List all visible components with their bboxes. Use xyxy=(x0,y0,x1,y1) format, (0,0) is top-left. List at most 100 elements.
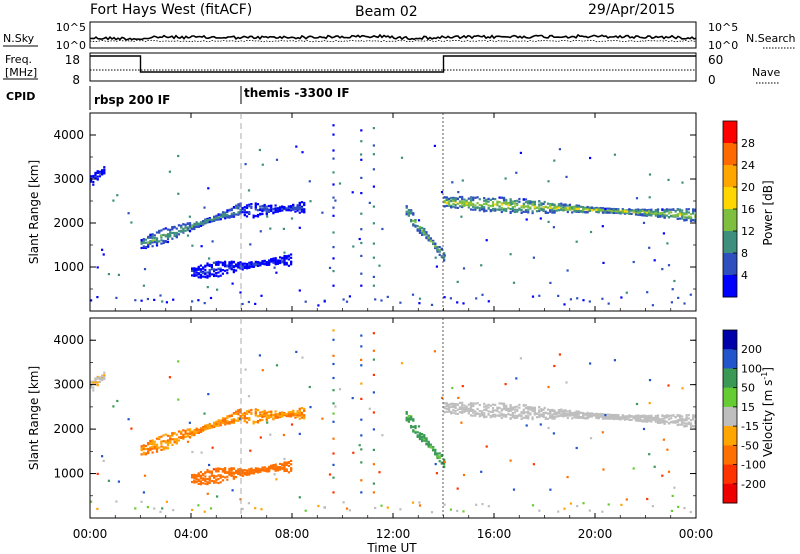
echo-cell xyxy=(418,435,421,439)
echo-cell xyxy=(219,261,222,264)
echo-cell xyxy=(577,209,580,212)
echo-cell xyxy=(171,432,174,435)
echo-cell xyxy=(281,256,284,259)
echo-cell xyxy=(160,234,163,237)
cpid-label: CPID xyxy=(6,90,35,103)
echo-cell xyxy=(461,385,464,388)
echo-cell xyxy=(535,412,539,415)
echo-cell xyxy=(659,418,662,421)
echo-cell xyxy=(226,478,229,481)
echo-cell xyxy=(552,432,555,435)
echo-cell xyxy=(259,418,262,421)
echo-cell xyxy=(235,476,238,479)
echo-cell xyxy=(522,404,525,407)
echo-cell xyxy=(650,416,653,419)
echo-cell xyxy=(518,197,521,201)
echo-cell xyxy=(298,432,301,435)
echo-cell xyxy=(687,208,690,211)
echo-cell xyxy=(500,412,503,415)
echo-cell xyxy=(285,461,288,464)
echo-cell xyxy=(502,414,506,417)
echo-cell xyxy=(498,402,501,405)
echo-cell xyxy=(405,206,408,209)
echo-cell xyxy=(510,408,513,411)
echo-cell xyxy=(674,420,677,423)
echo-cell xyxy=(615,208,618,211)
echo-cell xyxy=(414,427,417,430)
echo-cell xyxy=(261,207,264,210)
echo-cell xyxy=(511,207,514,210)
echo-cell xyxy=(562,203,565,206)
echo-cell xyxy=(681,423,684,426)
echo-cell xyxy=(256,203,260,206)
echo-cell xyxy=(147,245,150,248)
echo-cell xyxy=(685,422,688,425)
echo-cell xyxy=(489,198,492,201)
echo-cell xyxy=(186,429,189,432)
echo-cell xyxy=(651,505,654,508)
x-tick-label: 04:00 xyxy=(174,527,209,541)
echo-cell xyxy=(436,246,439,249)
echo-cell xyxy=(206,425,209,428)
echo-cell xyxy=(652,416,655,419)
echo-cell xyxy=(173,432,176,435)
echo-cell xyxy=(231,282,234,285)
echo-cell xyxy=(478,204,481,207)
echo-cell xyxy=(248,211,251,214)
echo-cell xyxy=(180,435,183,439)
echo-cell xyxy=(230,418,233,421)
echo-cell xyxy=(94,171,97,174)
echo-cell xyxy=(507,204,510,207)
echo-cell xyxy=(203,206,206,209)
echo-cell xyxy=(149,447,152,450)
echo-cell xyxy=(257,264,260,267)
echo-cell xyxy=(252,469,255,472)
echo-cell xyxy=(232,421,236,424)
echo-cell xyxy=(151,237,154,240)
echo-cell xyxy=(274,463,277,466)
echo-cell xyxy=(434,463,437,466)
echo-cell xyxy=(259,208,262,212)
echo-cell xyxy=(540,414,543,418)
echo-cell xyxy=(516,414,519,417)
echo-cell xyxy=(689,510,692,514)
echo-cell xyxy=(188,215,191,218)
echo-cell xyxy=(153,241,156,244)
y-tick-label: 1000 xyxy=(53,260,84,274)
echo-cell xyxy=(265,263,268,266)
echo-cell xyxy=(524,208,528,212)
echo-cell xyxy=(283,461,286,464)
echo-cell xyxy=(672,208,675,211)
echo-cell xyxy=(610,210,613,213)
echo-cell xyxy=(608,417,611,420)
echo-cell xyxy=(285,463,288,466)
echo-cell xyxy=(642,221,646,224)
echo-cell xyxy=(421,233,424,236)
echo-cell xyxy=(694,218,697,221)
echo-cell xyxy=(162,434,165,437)
echo-cell xyxy=(261,204,264,208)
echo-cell xyxy=(491,407,495,410)
echo-cell xyxy=(265,210,268,213)
echo-cell xyxy=(206,220,209,223)
echo-cell xyxy=(601,211,605,214)
echo-cell xyxy=(360,158,363,161)
echo-cell xyxy=(425,442,428,445)
echo-cell xyxy=(259,212,262,215)
echo-cell xyxy=(274,260,277,263)
echo-cell xyxy=(678,414,682,417)
echo-cell xyxy=(283,469,286,473)
colorbar-swatch xyxy=(723,464,737,485)
echo-cell xyxy=(634,213,638,216)
echo-cell xyxy=(239,498,242,501)
echo-cell xyxy=(308,385,311,389)
colorbar-tick-label: 8 xyxy=(741,247,748,260)
echo-cell xyxy=(232,268,235,272)
echo-cell xyxy=(456,197,459,201)
echo-cell xyxy=(279,261,282,265)
echo-cell xyxy=(575,413,578,416)
echo-cell xyxy=(498,414,501,417)
echo-cell xyxy=(274,258,277,261)
echo-cell xyxy=(215,420,218,423)
echo-cell xyxy=(98,175,101,178)
